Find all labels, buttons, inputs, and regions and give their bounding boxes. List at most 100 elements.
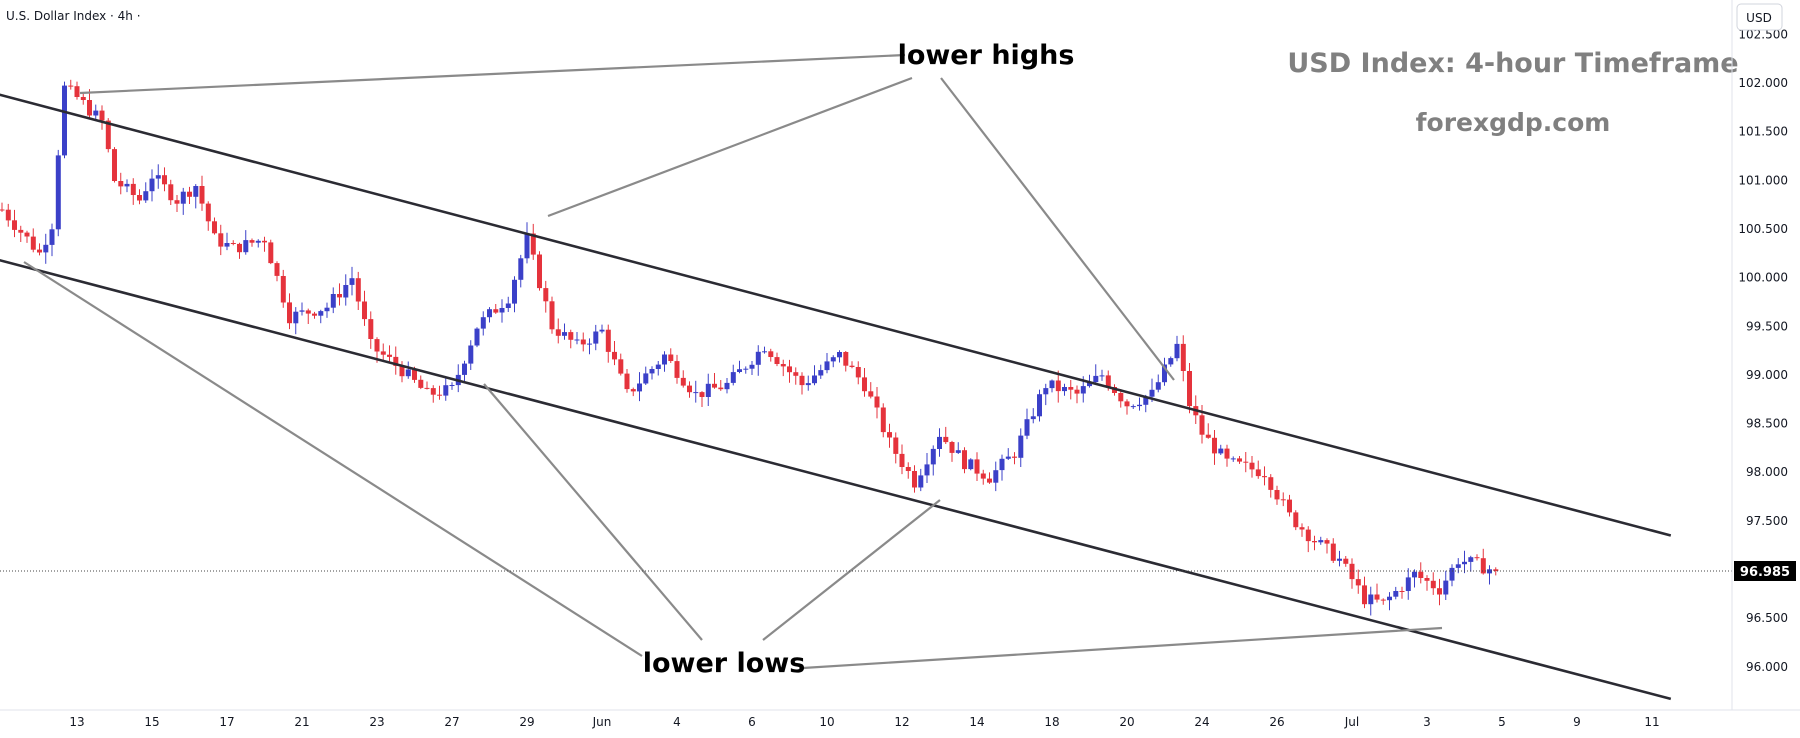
y-tick-label: 99.000 <box>1746 368 1788 382</box>
candle <box>49 223 55 257</box>
candle <box>1412 569 1417 588</box>
x-tick-label: 10 <box>819 715 834 729</box>
candle <box>693 380 699 403</box>
candle <box>880 403 886 438</box>
y-tick-label: 100.500 <box>1738 222 1788 236</box>
candle <box>380 343 386 360</box>
candle <box>1443 570 1449 600</box>
candle <box>468 340 474 370</box>
candle <box>243 230 249 255</box>
candle <box>1405 568 1411 600</box>
candle <box>149 169 155 202</box>
candle <box>1062 383 1067 396</box>
candle <box>1155 374 1161 393</box>
candle <box>1118 389 1124 408</box>
channel-lines <box>0 93 1672 701</box>
candle <box>1280 492 1286 507</box>
candle <box>1099 369 1105 381</box>
lower-lows-pointer <box>23 261 643 657</box>
lower-highs-pointer <box>79 53 906 95</box>
candle <box>180 187 186 215</box>
candle <box>805 375 811 391</box>
annotation-pointers <box>23 53 1443 670</box>
y-tick-label: 96.500 <box>1746 611 1788 625</box>
candle <box>449 382 455 390</box>
candle <box>512 276 517 313</box>
candle <box>999 454 1005 481</box>
lower-highs-pointer <box>547 76 913 218</box>
candle <box>1387 592 1392 611</box>
candle <box>1074 385 1080 404</box>
candle <box>137 189 142 205</box>
candle <box>818 364 824 379</box>
candle <box>280 269 286 308</box>
x-tick-label: 26 <box>1269 715 1284 729</box>
candle <box>674 354 680 384</box>
candle <box>455 364 461 393</box>
candle <box>1093 364 1099 385</box>
upper-channel-line <box>0 93 1672 537</box>
candle <box>37 243 42 256</box>
candle <box>937 428 942 457</box>
candle <box>1012 452 1017 465</box>
candle <box>162 167 167 192</box>
candle <box>305 308 311 324</box>
candle <box>299 302 305 316</box>
x-tick-label: 23 <box>369 715 384 729</box>
candle <box>1218 444 1224 455</box>
candle <box>724 378 730 394</box>
x-tick-label: 4 <box>673 715 681 729</box>
candle <box>749 361 755 375</box>
candle <box>1437 578 1442 606</box>
candle <box>218 224 224 256</box>
candle <box>124 179 130 193</box>
candle <box>1124 399 1130 415</box>
candle <box>862 368 867 397</box>
candle <box>712 373 717 389</box>
candle <box>187 186 192 204</box>
candle <box>1043 383 1049 406</box>
candle <box>493 304 499 314</box>
candle <box>1380 598 1386 605</box>
y-tick-label: 96.000 <box>1746 660 1788 674</box>
candle <box>1487 565 1492 585</box>
candle <box>924 453 930 483</box>
candle <box>568 329 574 349</box>
candle <box>643 366 649 385</box>
candle <box>618 353 624 376</box>
candle <box>30 228 36 253</box>
candle <box>324 302 330 318</box>
candle <box>874 387 880 419</box>
y-tick-label: 102.000 <box>1738 76 1788 90</box>
candle <box>462 360 467 381</box>
candle <box>955 442 961 454</box>
candle <box>1168 356 1174 367</box>
candle <box>699 391 705 407</box>
candle <box>830 355 836 368</box>
lower-lows-label: lower lows <box>643 648 806 679</box>
candle <box>918 468 924 492</box>
candle <box>1018 428 1024 467</box>
candle <box>224 232 230 251</box>
candle <box>1212 430 1217 465</box>
candle <box>1374 583 1380 603</box>
candle <box>718 380 724 391</box>
candle <box>112 147 117 183</box>
candle <box>393 346 399 375</box>
currency-button[interactable]: USD <box>1736 3 1783 31</box>
candle <box>1249 456 1255 478</box>
candle <box>668 348 674 363</box>
candle <box>312 311 317 319</box>
candle <box>405 361 411 379</box>
candle <box>1224 444 1230 467</box>
candle <box>1480 548 1486 575</box>
candle <box>987 472 992 484</box>
candle <box>1187 363 1192 414</box>
candle <box>368 311 374 349</box>
candle <box>1474 554 1480 561</box>
candle <box>1293 510 1299 531</box>
y-tick-label: 98.000 <box>1746 465 1788 479</box>
candle <box>1355 569 1361 594</box>
y-tick-label: 101.000 <box>1738 173 1788 187</box>
